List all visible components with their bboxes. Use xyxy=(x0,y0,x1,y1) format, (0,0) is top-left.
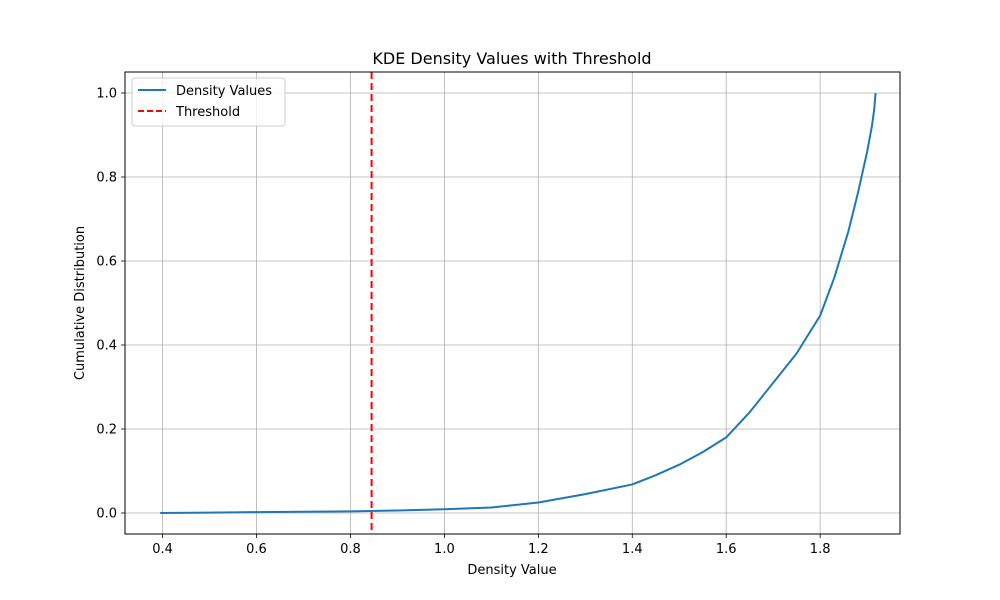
legend-label-density-values: Density Values xyxy=(176,84,272,99)
plot-frame xyxy=(124,71,901,535)
legend: Density Values Threshold xyxy=(131,77,286,127)
plot-data xyxy=(160,72,877,534)
y-tick-label: 0.4 xyxy=(96,339,117,354)
y-tick-label: 1.0 xyxy=(96,87,117,102)
legend-label-threshold: Threshold xyxy=(175,105,240,120)
x-tick-label: 0.4 xyxy=(152,542,173,557)
y-tick-label: 0.6 xyxy=(96,255,117,270)
y-tick-label: 0.2 xyxy=(96,423,117,438)
x-tick-label: 1.6 xyxy=(716,542,737,557)
x-tick-label: 1.2 xyxy=(528,542,549,557)
x-tick-label: 1.8 xyxy=(810,542,831,557)
x-axis-title: Density Value xyxy=(467,563,556,578)
x-tick-label: 1.4 xyxy=(622,542,643,557)
x-tick-label: 1.0 xyxy=(434,542,455,557)
y-axis-title: Cumulative Distribution xyxy=(73,226,88,380)
series-line-density-values xyxy=(160,92,877,514)
y-tick-label: 0.8 xyxy=(96,171,117,186)
chart-title: KDE Density Values with Threshold xyxy=(372,49,651,68)
axis-ticks: 0.4 0.6 0.8 1.0 1.2 1.4 1.6 1.8 0.0 0.2 0.4 0.6 0.8 1… xyxy=(96,87,830,558)
x-tick-label: 0.8 xyxy=(340,542,361,557)
y-tick-label: 0.0 xyxy=(96,507,117,522)
legend-box xyxy=(131,77,286,127)
x-tick-label: 0.6 xyxy=(246,542,267,557)
